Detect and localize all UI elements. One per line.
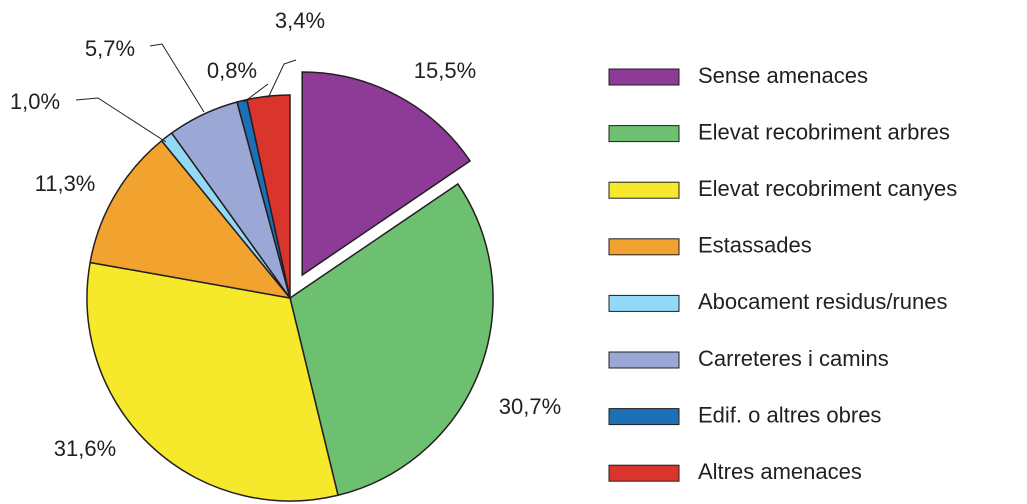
legend-label: Abocament residus/runes (698, 289, 947, 314)
data-label: 11,3% (35, 171, 96, 196)
legend-label: Elevat recobriment canyes (698, 176, 957, 201)
leader-line (149, 43, 205, 113)
data-label: 30,7% (499, 394, 561, 419)
leader-line (75, 97, 167, 143)
legend-label: Altres amenaces (698, 459, 862, 484)
legend-swatch (608, 68, 680, 86)
pie-slice (289, 182, 494, 497)
pie-slice (89, 139, 292, 300)
leader-line (243, 83, 269, 103)
legend-swatch (608, 408, 680, 426)
legend-swatch (608, 294, 680, 312)
pie-slice (86, 261, 339, 502)
data-label: 0,8% (207, 58, 257, 83)
pie-slice (301, 71, 472, 277)
legend-label: Edif. o altres obres (698, 402, 881, 427)
legend-label: Carreteres i camins (698, 346, 889, 371)
leader-line (267, 59, 297, 99)
legend-swatch (608, 351, 680, 369)
leader-lines (75, 43, 297, 143)
legend-label: Elevat recobriment arbres (698, 119, 950, 144)
data-label: 15,5% (414, 58, 476, 83)
legend-label: Sense amenaces (698, 63, 868, 88)
data-label: 5,7% (85, 36, 135, 61)
legend-label: Estassades (698, 233, 812, 258)
legend-swatch (608, 125, 680, 143)
legend-swatch (608, 238, 680, 256)
legend-swatch (608, 464, 680, 482)
data-label: 31,6% (54, 436, 116, 461)
data-label: 3,4% (275, 8, 325, 33)
legend-swatch (608, 181, 680, 199)
data-label: 1,0% (10, 89, 60, 114)
